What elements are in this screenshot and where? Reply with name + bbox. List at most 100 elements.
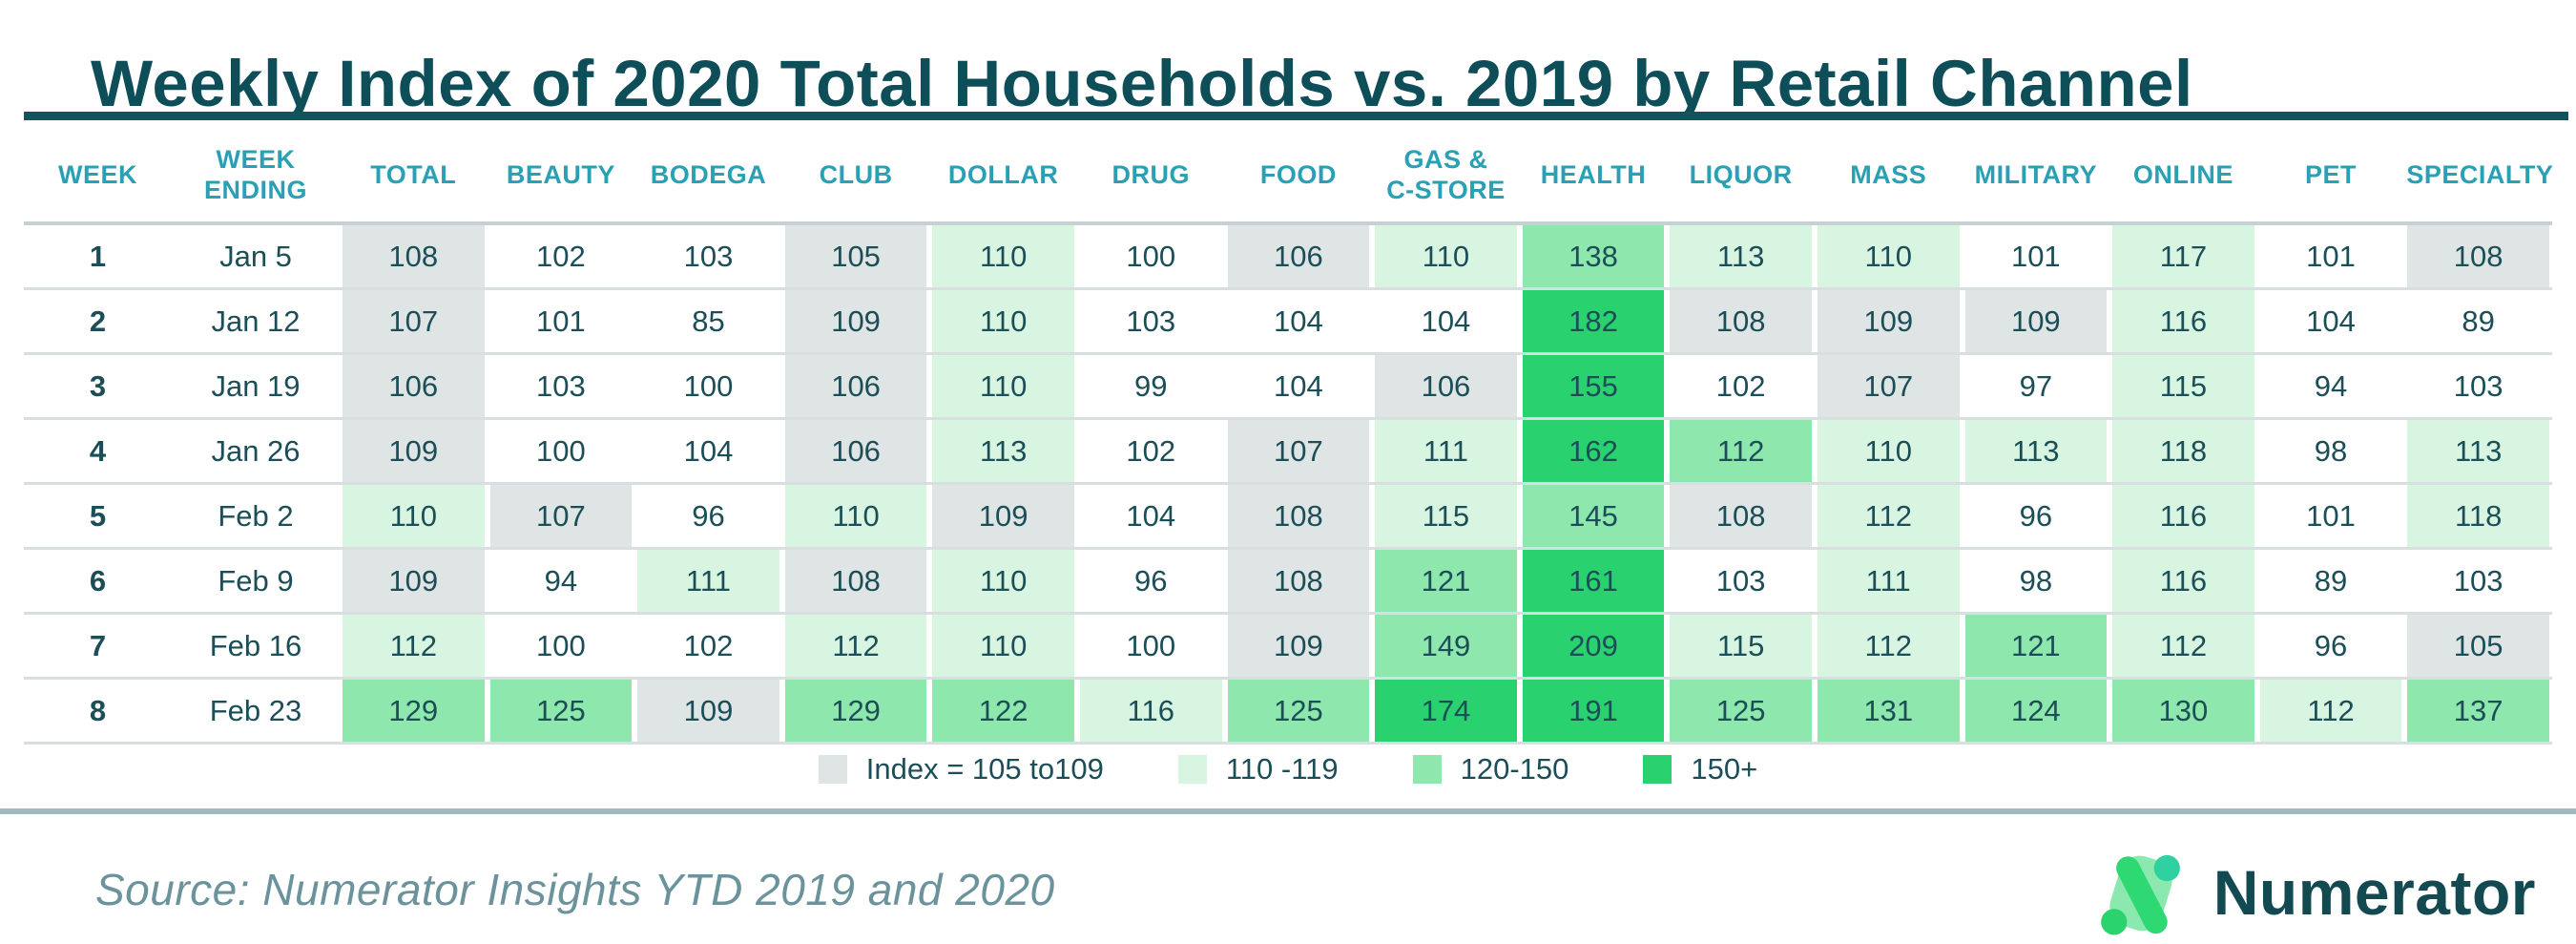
index-cell: 137 (2404, 678, 2552, 745)
week-ending: Feb 23 (172, 678, 340, 745)
index-cell: 102 (1076, 418, 1225, 485)
index-cell: 107 (1224, 418, 1373, 485)
index-cell: 103 (2404, 353, 2552, 420)
index-value: 100 (1079, 615, 1222, 677)
index-cell: 100 (487, 418, 635, 485)
index-value: 106 (784, 355, 927, 417)
index-cell: 108 (1667, 288, 1815, 355)
index-cell: 100 (1076, 613, 1225, 680)
index-cell: 109 (929, 483, 1077, 550)
week-number: 6 (24, 548, 172, 615)
index-value: 145 (1522, 485, 1665, 547)
index-value: 117 (2112, 225, 2254, 287)
index-cell: 113 (1962, 418, 2110, 485)
index-cell: 103 (2404, 548, 2552, 615)
index-value: 106 (343, 355, 485, 417)
index-value: 125 (1227, 680, 1370, 742)
index-cell: 96 (634, 483, 782, 550)
index-value: 110 (932, 550, 1074, 612)
numerator-n-icon (2100, 854, 2180, 935)
index-value: 129 (784, 680, 927, 742)
index-cell: 104 (1224, 353, 1373, 420)
index-cell: 101 (487, 288, 635, 355)
index-value: 107 (1817, 355, 1960, 417)
index-cell: 107 (487, 483, 635, 550)
index-value: 102 (1079, 420, 1222, 482)
index-cell: 125 (1667, 678, 1815, 745)
week-number: 3 (24, 353, 172, 420)
index-cell: 121 (1372, 548, 1520, 615)
index-cell: 99 (1076, 353, 1225, 420)
index-value: 100 (637, 355, 779, 417)
index-cell: 109 (1962, 288, 2110, 355)
index-cell: 112 (781, 613, 930, 680)
week-number: 4 (24, 418, 172, 485)
index-value: 89 (2407, 290, 2549, 352)
index-value: 125 (489, 680, 633, 742)
index-value: 112 (343, 615, 485, 677)
column-header: BEAUTY (487, 135, 635, 225)
index-value: 115 (1375, 485, 1517, 547)
index-cell: 110 (1372, 223, 1520, 290)
index-cell: 94 (2256, 353, 2405, 420)
index-cell: 110 (929, 548, 1077, 615)
index-cell: 112 (2256, 678, 2405, 745)
index-cell: 106 (781, 353, 930, 420)
index-cell: 104 (1076, 483, 1225, 550)
index-cell: 113 (929, 418, 1077, 485)
column-header: TOTAL (340, 135, 488, 225)
index-value: 110 (1817, 420, 1960, 482)
index-value: 149 (1375, 615, 1517, 677)
index-cell: 182 (1519, 288, 1668, 355)
index-cell: 121 (1962, 613, 2110, 680)
index-cell: 125 (487, 678, 635, 745)
index-value: 104 (1227, 290, 1370, 352)
index-value: 113 (2407, 420, 2549, 482)
index-cell: 112 (340, 613, 488, 680)
index-cell: 161 (1519, 548, 1668, 615)
index-cell: 108 (340, 223, 488, 290)
index-cell: 101 (2256, 483, 2405, 550)
index-value: 107 (1227, 420, 1370, 482)
week-number: 7 (24, 613, 172, 680)
index-value: 113 (1964, 420, 2108, 482)
index-value: 109 (1817, 290, 1960, 352)
index-cell: 174 (1372, 678, 1520, 745)
index-cell: 129 (781, 678, 930, 745)
index-cell: 110 (781, 483, 930, 550)
index-value: 104 (637, 420, 779, 482)
numerator-wordmark: Numerator (2212, 857, 2536, 928)
index-cell: 105 (781, 223, 930, 290)
index-cell: 107 (1814, 353, 1963, 420)
index-value: 103 (2407, 550, 2549, 612)
index-cell: 85 (634, 288, 782, 355)
footer-divider (0, 808, 2576, 814)
index-cell: 109 (781, 288, 930, 355)
index-value: 110 (1817, 225, 1960, 287)
index-value: 94 (489, 550, 633, 612)
index-value: 161 (1522, 550, 1665, 612)
index-value: 174 (1375, 680, 1517, 742)
index-cell: 117 (2109, 223, 2257, 290)
index-value: 109 (1227, 615, 1370, 677)
index-value: 108 (1227, 550, 1370, 612)
table-row: 6 Feb 9 109 94 111 108 110 96 108 121 161 103 111 98 1… (24, 548, 2552, 615)
index-cell: 155 (1519, 353, 1668, 420)
index-value: 111 (637, 550, 779, 612)
index-value: 96 (637, 485, 779, 547)
index-cell: 106 (1224, 223, 1373, 290)
index-value: 121 (1375, 550, 1517, 612)
index-cell: 100 (1076, 223, 1225, 290)
index-cell: 129 (340, 678, 488, 745)
weekly-index-table: WEEK WEEK ENDING TOTAL BEAUTY BODEGA CLUB DOLL… (24, 135, 2553, 745)
index-value: 96 (2259, 615, 2402, 677)
index-value: 104 (1079, 485, 1222, 547)
index-value: 110 (932, 615, 1074, 677)
week-ending: Jan 5 (172, 223, 340, 290)
legend-swatch (1412, 755, 1442, 784)
index-value: 116 (1079, 680, 1222, 742)
index-cell: 209 (1519, 613, 1668, 680)
index-cell: 110 (1814, 223, 1963, 290)
index-value: 108 (343, 225, 485, 287)
column-header: ONLINE (2109, 135, 2257, 225)
